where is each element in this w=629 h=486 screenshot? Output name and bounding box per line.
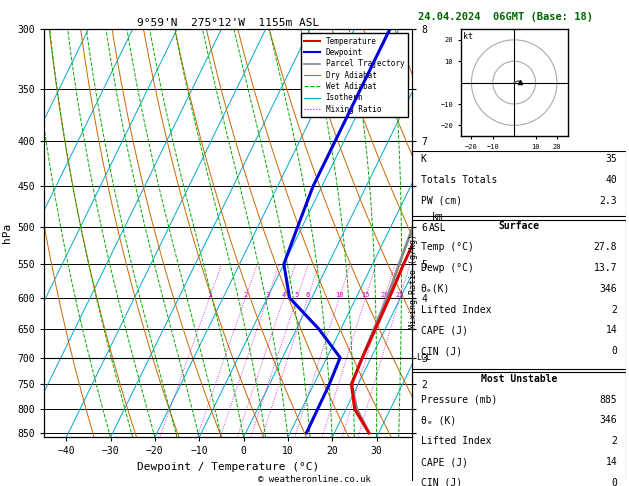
Text: 2.3: 2.3 bbox=[599, 195, 617, 206]
Text: θₑ (K): θₑ (K) bbox=[421, 416, 456, 425]
Text: 25: 25 bbox=[396, 292, 404, 298]
Text: Temp (°C): Temp (°C) bbox=[421, 242, 474, 252]
Text: CIN (J): CIN (J) bbox=[421, 347, 462, 356]
Text: kt: kt bbox=[463, 33, 473, 41]
Text: 35: 35 bbox=[606, 154, 617, 164]
Text: 14: 14 bbox=[606, 457, 617, 467]
Text: θₑ(K): θₑ(K) bbox=[421, 284, 450, 294]
Text: 4: 4 bbox=[282, 292, 286, 298]
Text: Totals Totals: Totals Totals bbox=[421, 175, 497, 185]
Text: 3: 3 bbox=[265, 292, 270, 298]
Text: 13.7: 13.7 bbox=[594, 263, 617, 273]
Text: CAPE (J): CAPE (J) bbox=[421, 326, 467, 335]
Text: 20: 20 bbox=[381, 292, 389, 298]
Bar bbox=[412, 372, 626, 486]
Text: 5: 5 bbox=[295, 292, 299, 298]
Text: 346: 346 bbox=[599, 416, 617, 425]
Text: 15: 15 bbox=[361, 292, 370, 298]
Text: 14: 14 bbox=[606, 326, 617, 335]
Text: Lifted Index: Lifted Index bbox=[421, 436, 491, 446]
Text: Dewp (°C): Dewp (°C) bbox=[421, 263, 474, 273]
Text: LCL: LCL bbox=[416, 353, 431, 362]
Title: 9°59'N  275°12'W  1155m ASL: 9°59'N 275°12'W 1155m ASL bbox=[137, 18, 319, 28]
Text: 0: 0 bbox=[611, 347, 617, 356]
Text: Pressure (mb): Pressure (mb) bbox=[421, 395, 497, 404]
Y-axis label: km
ASL: km ASL bbox=[429, 212, 447, 233]
Text: 27.8: 27.8 bbox=[594, 242, 617, 252]
X-axis label: Dewpoint / Temperature (°C): Dewpoint / Temperature (°C) bbox=[137, 462, 319, 472]
Text: 40: 40 bbox=[606, 175, 617, 185]
Bar bbox=[412, 151, 626, 216]
Text: Surface: Surface bbox=[498, 222, 540, 231]
Text: Most Unstable: Most Unstable bbox=[481, 374, 557, 384]
Text: 10: 10 bbox=[335, 292, 343, 298]
Text: PW (cm): PW (cm) bbox=[421, 195, 462, 206]
Text: Mixing Ratio (g/kg): Mixing Ratio (g/kg) bbox=[409, 234, 418, 330]
Text: 24.04.2024  06GMT (Base: 18): 24.04.2024 06GMT (Base: 18) bbox=[418, 12, 593, 22]
Legend: Temperature, Dewpoint, Parcel Trajectory, Dry Adiabat, Wet Adiabat, Isotherm, Mi: Temperature, Dewpoint, Parcel Trajectory… bbox=[301, 33, 408, 117]
Text: 885: 885 bbox=[599, 395, 617, 404]
Text: 2: 2 bbox=[611, 436, 617, 446]
Bar bbox=[412, 220, 626, 369]
Text: 6: 6 bbox=[306, 292, 310, 298]
Text: 2: 2 bbox=[611, 305, 617, 314]
Text: CIN (J): CIN (J) bbox=[421, 478, 462, 486]
Text: © weatheronline.co.uk: © weatheronline.co.uk bbox=[258, 474, 371, 484]
Text: 1: 1 bbox=[208, 292, 211, 298]
Text: K: K bbox=[421, 154, 426, 164]
Text: 2: 2 bbox=[243, 292, 248, 298]
Y-axis label: hPa: hPa bbox=[2, 223, 12, 243]
Text: Lifted Index: Lifted Index bbox=[421, 305, 491, 314]
Text: 346: 346 bbox=[599, 284, 617, 294]
Text: CAPE (J): CAPE (J) bbox=[421, 457, 467, 467]
Text: 0: 0 bbox=[611, 478, 617, 486]
